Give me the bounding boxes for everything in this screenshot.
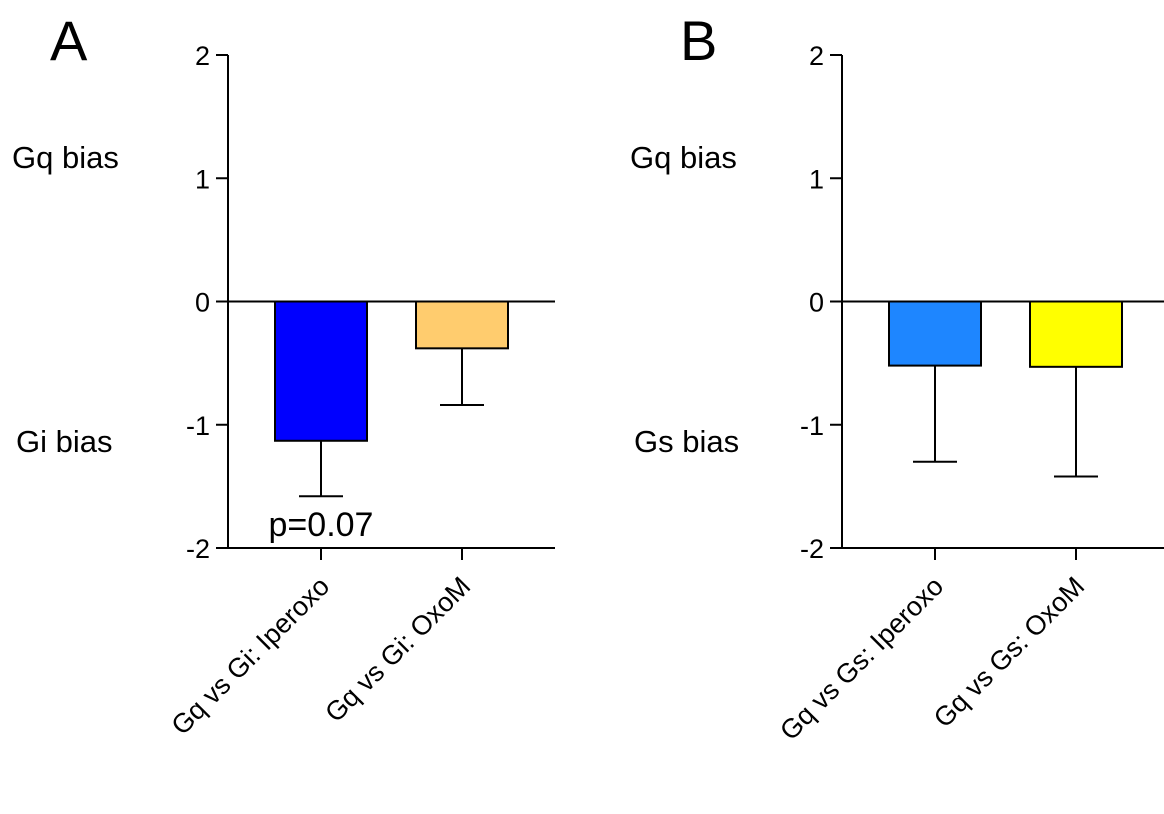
bar-2 (415, 300, 509, 350)
y-tick-label: 2 (809, 41, 824, 71)
y-tick-label: 0 (195, 288, 210, 318)
y-tick-label: 2 (195, 41, 210, 71)
lower-bias-label: Gi bias (16, 424, 112, 459)
y-tick-label: 0 (809, 288, 824, 318)
y-tick-label: -1 (186, 411, 210, 441)
x-category-label: Gq vs Gs: OxoM (928, 571, 1090, 733)
bar-1 (274, 300, 368, 442)
x-category-label: Gq vs Gi: OxoM (319, 571, 476, 728)
panel-a: A Gq bias Gi bias 2 1 0 -1 -2 Gq vs Gi: IperoxoG… (12, 9, 555, 741)
upper-bias-label: Gq bias (12, 140, 119, 175)
x-category-label: Gq vs Gs: Iperoxo (774, 571, 949, 746)
panel-b: B Gq bias Gs bias 2 1 0 -1 -2 Gq vs Gs: IperoxoG… (630, 9, 1164, 746)
x-category-label: Gq vs Gi: Iperoxo (165, 571, 335, 741)
y-tick-label: 1 (195, 164, 210, 194)
lower-bias-label: Gs bias (634, 424, 739, 459)
panel-letter: A (50, 9, 88, 72)
y-tick-label: 1 (809, 164, 824, 194)
y-tick-label: -1 (800, 411, 824, 441)
p-value-annotation: p=0.07 (269, 506, 374, 544)
upper-bias-label: Gq bias (630, 140, 737, 175)
panel-letter: B (680, 9, 717, 72)
y-tick-label: -2 (800, 534, 824, 564)
bar-1 (888, 300, 982, 367)
bar-2 (1029, 300, 1123, 368)
y-tick-label: -2 (186, 534, 210, 564)
